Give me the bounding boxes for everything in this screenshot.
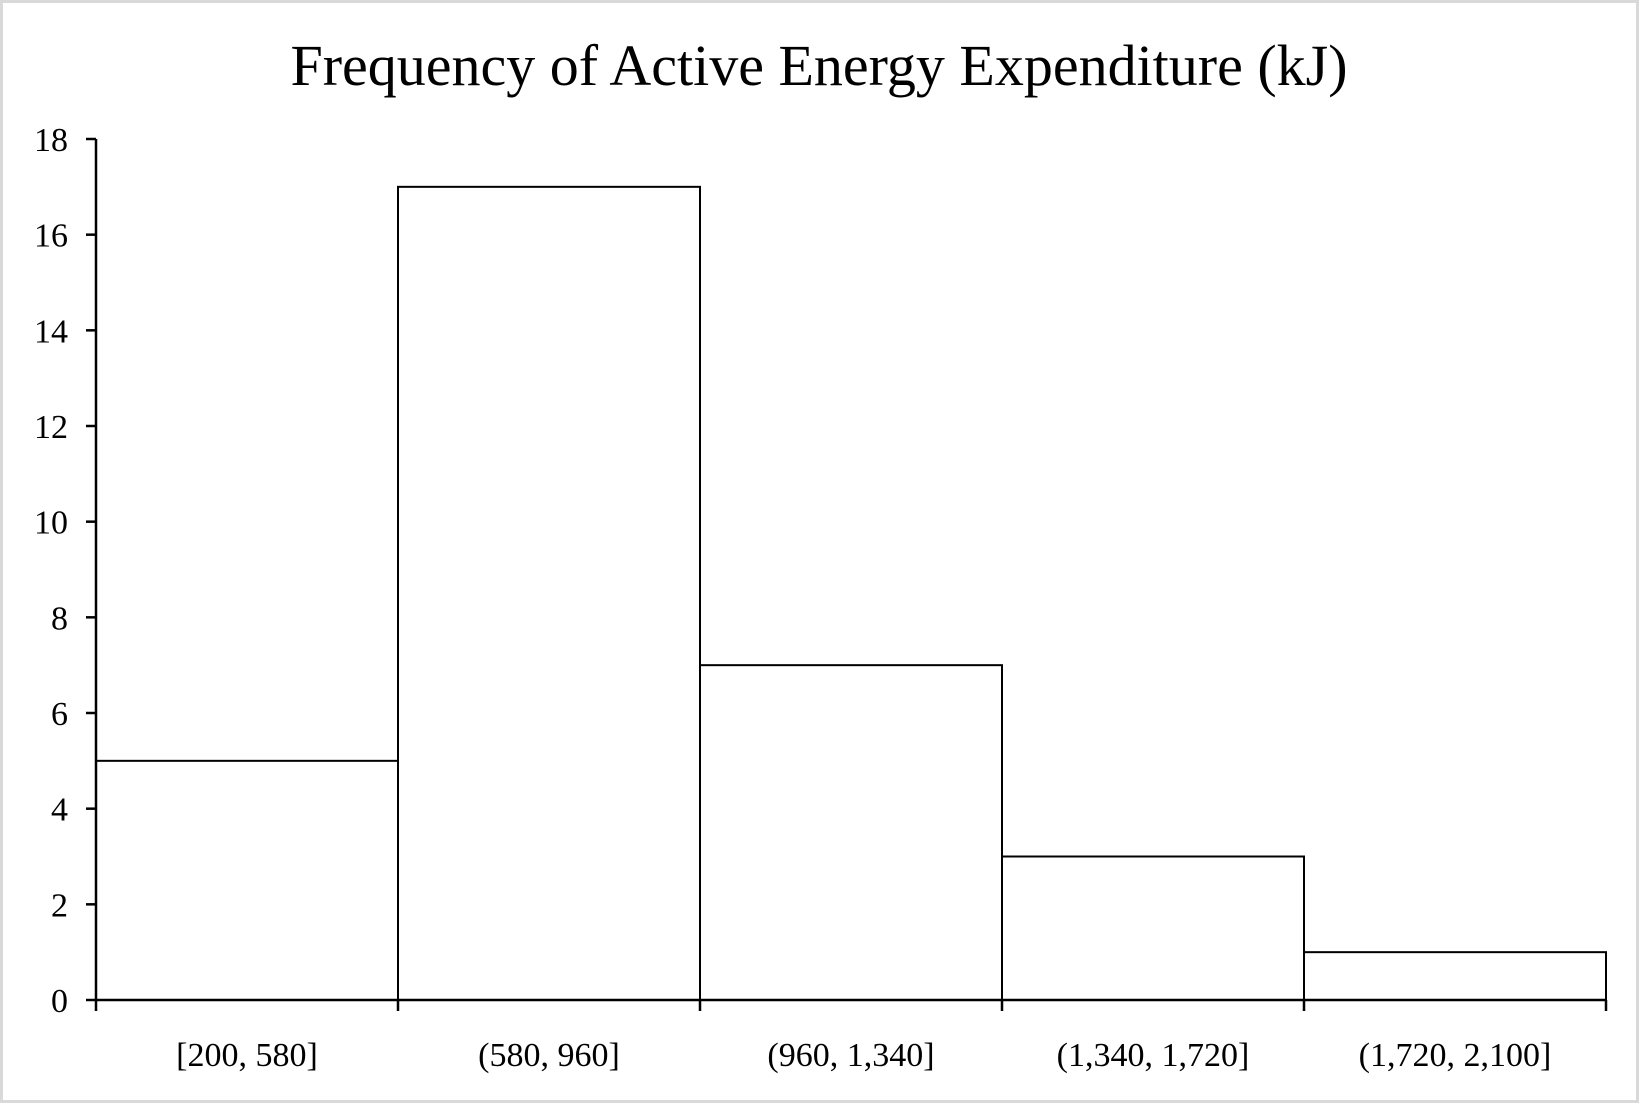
bars-group xyxy=(95,185,1607,1002)
x-tick-label: (1,340, 1,720] xyxy=(1057,1037,1250,1074)
bar xyxy=(1001,855,1305,1001)
y-tick-label: 14 xyxy=(34,313,68,350)
bar xyxy=(397,185,701,1002)
bar xyxy=(1303,951,1607,1002)
y-tick-label: 6 xyxy=(51,696,68,733)
y-tick-label: 16 xyxy=(34,218,68,255)
x-axis-ticks: [200, 580] (580, 960] (960, 1,340] (1,340, … xyxy=(94,1000,1608,1074)
y-axis-ticks: 0 2 4 6 8 10 12 14 16 18 xyxy=(34,122,96,1020)
bar xyxy=(699,664,1003,1002)
y-tick-label: 0 xyxy=(51,983,68,1020)
x-tick-label: (1,720, 2,100] xyxy=(1359,1037,1552,1074)
chart-title: Frequency of Active Energy Expenditure (… xyxy=(290,33,1347,98)
axes-group xyxy=(94,139,1606,1002)
x-tick-label: [200, 580] xyxy=(176,1037,318,1074)
y-tick-label: 8 xyxy=(51,600,68,637)
y-tick-label: 10 xyxy=(34,505,68,542)
y-tick-label: 4 xyxy=(51,792,68,829)
bar xyxy=(95,759,399,1001)
x-tick-label: (960, 1,340] xyxy=(767,1037,934,1074)
y-tick-label: 2 xyxy=(51,887,68,924)
y-tick-label: 18 xyxy=(34,122,68,159)
x-tick-label: (580, 960] xyxy=(478,1037,620,1074)
y-tick-label: 12 xyxy=(34,409,68,446)
